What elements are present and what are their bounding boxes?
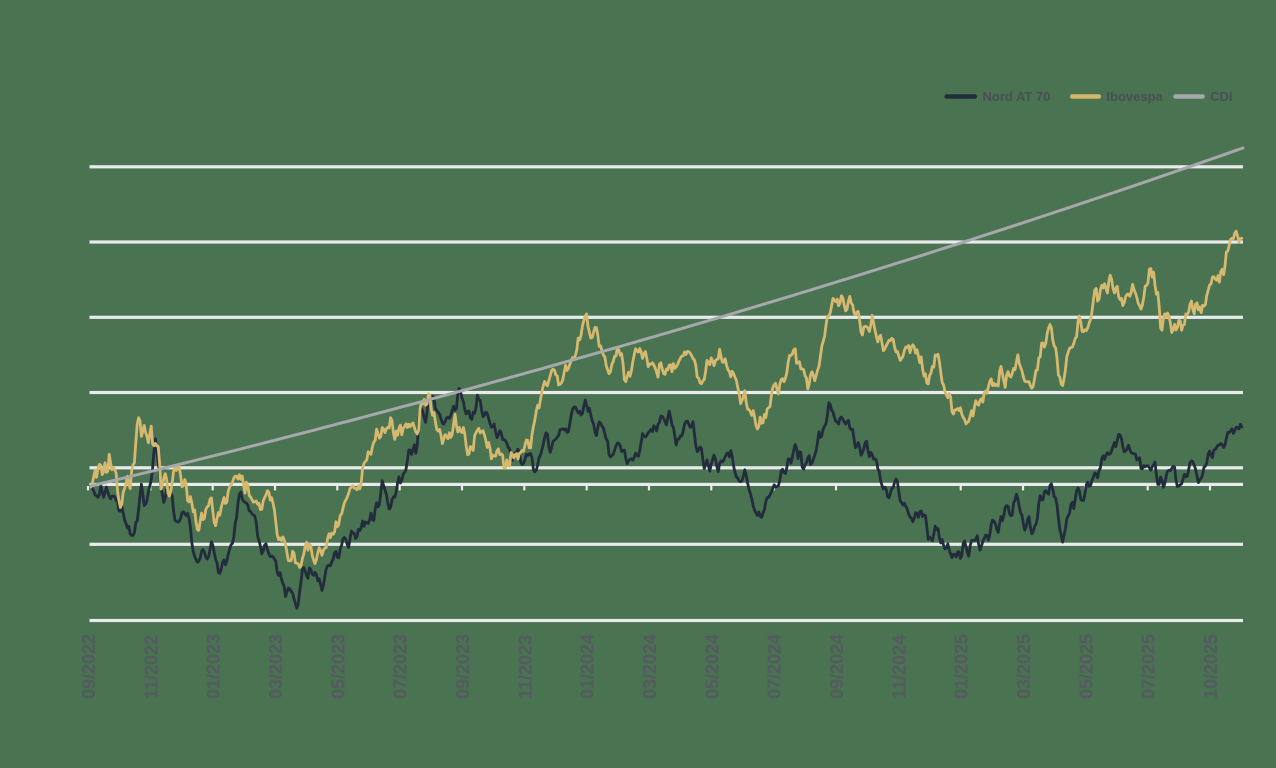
svg-text:09/2024: 09/2024 bbox=[827, 634, 847, 699]
svg-text:09/2023: 09/2023 bbox=[453, 634, 473, 699]
svg-text:09/2022: 09/2022 bbox=[79, 634, 99, 699]
svg-text:11/2022: 11/2022 bbox=[141, 635, 161, 699]
svg-text:CDI: CDI bbox=[1210, 89, 1232, 104]
svg-text:01/2025: 01/2025 bbox=[952, 634, 972, 699]
svg-text:03/2025: 03/2025 bbox=[1014, 634, 1034, 699]
svg-text:01/2024: 01/2024 bbox=[578, 634, 598, 699]
svg-text:10/2025: 10/2025 bbox=[1201, 634, 1221, 699]
svg-text:01/2023: 01/2023 bbox=[204, 634, 224, 699]
svg-text:07/2025: 07/2025 bbox=[1139, 634, 1159, 699]
svg-text:05/2024: 05/2024 bbox=[702, 634, 722, 699]
svg-text:11/2023: 11/2023 bbox=[515, 635, 535, 699]
svg-text:07/2024: 07/2024 bbox=[765, 634, 785, 699]
svg-text:03/2024: 03/2024 bbox=[640, 634, 660, 699]
svg-text:05/2023: 05/2023 bbox=[328, 634, 348, 699]
svg-text:Ibovespa: Ibovespa bbox=[1106, 89, 1163, 104]
svg-text:Nord AT 70: Nord AT 70 bbox=[983, 89, 1051, 104]
svg-text:05/2025: 05/2025 bbox=[1076, 634, 1096, 699]
svg-text:11/2024: 11/2024 bbox=[889, 635, 909, 699]
svg-text:03/2023: 03/2023 bbox=[266, 634, 286, 699]
svg-text:07/2023: 07/2023 bbox=[391, 634, 411, 699]
